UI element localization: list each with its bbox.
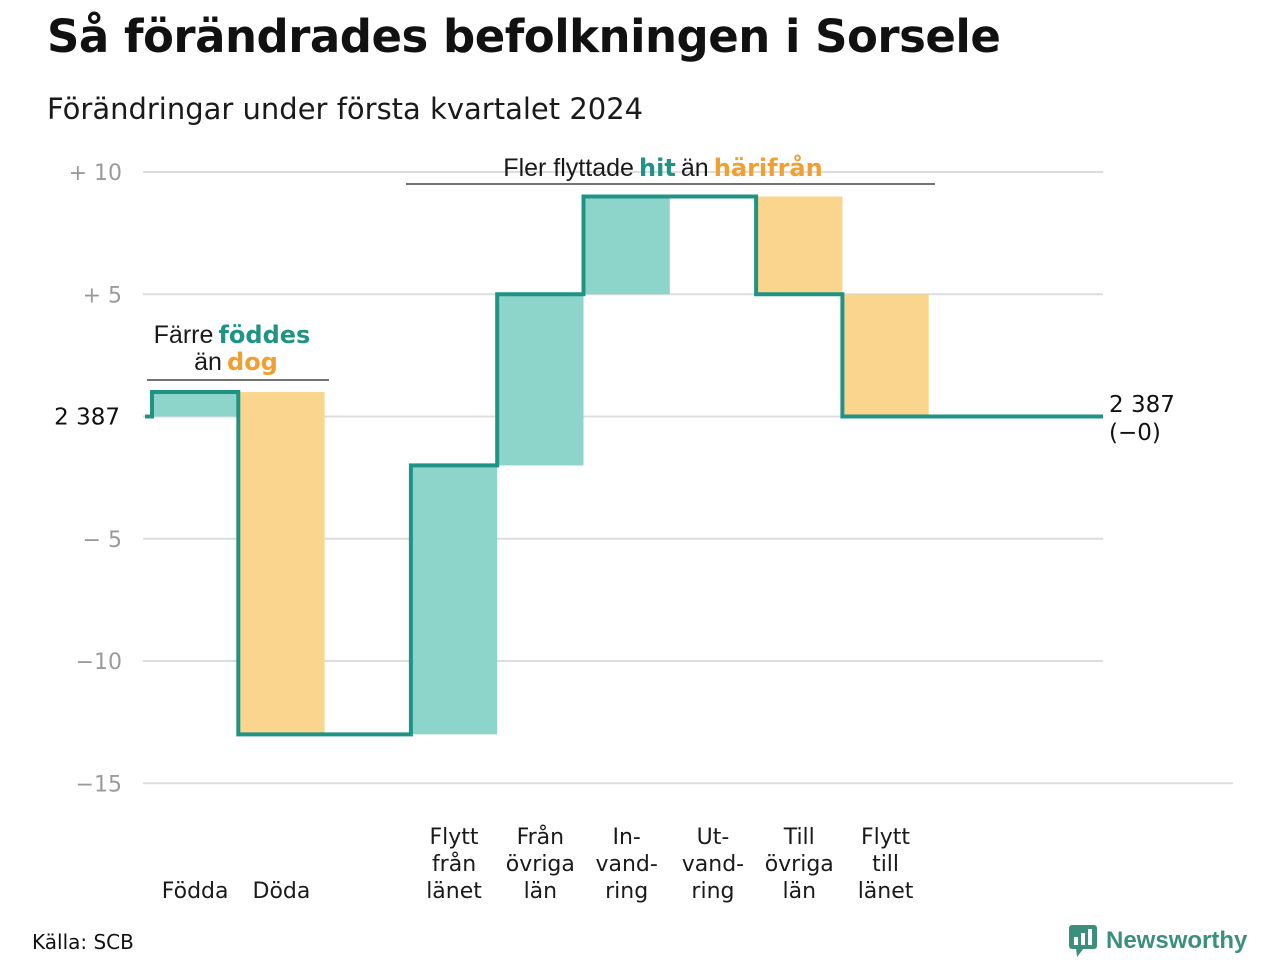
newsworthy-logo-icon bbox=[1069, 925, 1097, 957]
x-category-label: från bbox=[432, 851, 476, 877]
x-category-label: Till bbox=[783, 825, 815, 850]
waterfall-bar bbox=[756, 196, 843, 295]
x-category-label: Ut- bbox=[697, 825, 730, 850]
x-category-label: till bbox=[872, 852, 899, 877]
x-category-label: län bbox=[782, 879, 816, 904]
moves-annotation-pre: Fler flyttade bbox=[503, 154, 634, 182]
x-category-label: Flytt bbox=[430, 825, 479, 850]
chart-subtitle: Förändringar under första kvartalet 2024 bbox=[47, 92, 644, 126]
x-category-label: ring bbox=[691, 879, 734, 904]
chart-title: Så förändrades befolkningen i Sorsele bbox=[47, 10, 1001, 63]
y-tick-label: −10 bbox=[76, 650, 122, 675]
deaths-annotation-highlight: dog bbox=[227, 348, 278, 376]
moves-annotation-hit: hit bbox=[639, 154, 676, 182]
y-tick-label: − 5 bbox=[83, 528, 122, 553]
moves-annotation-away: härifrån bbox=[714, 153, 823, 182]
end-change-label: (−0) bbox=[1109, 420, 1161, 446]
moves-annotation: Fler flyttade hit än härifrån bbox=[503, 153, 822, 182]
x-category-label: vand- bbox=[682, 852, 744, 877]
end-value-label: 2 387 bbox=[1109, 392, 1175, 418]
x-category-label: Flytt bbox=[861, 825, 910, 850]
x-category-label: länet bbox=[858, 879, 914, 904]
births-annotation-line1: Färre föddes bbox=[154, 321, 311, 349]
births-annotation-pre: Färre bbox=[154, 321, 214, 349]
x-category-label: övriga bbox=[765, 852, 834, 877]
x-category-label: länet bbox=[426, 879, 482, 904]
x-category-label: Från bbox=[517, 824, 565, 850]
waterfall-bar bbox=[842, 294, 929, 417]
newsworthy-logo: Newsworthy bbox=[1068, 924, 1247, 958]
x-category-label: län bbox=[524, 879, 558, 904]
waterfall-bar bbox=[238, 392, 325, 735]
source-note: Källa: SCB bbox=[32, 930, 134, 954]
y-tick-label: + 5 bbox=[83, 283, 122, 308]
start-value-label: 2 387 bbox=[54, 405, 120, 431]
x-category-label: Döda bbox=[253, 879, 311, 904]
births-annotation-pre2: än bbox=[194, 348, 222, 376]
moves-annotation-mid: än bbox=[681, 154, 709, 182]
newsworthy-brand-name: Newsworthy bbox=[1106, 927, 1248, 954]
y-tick-label: + 10 bbox=[69, 161, 122, 186]
waterfall-bar bbox=[583, 196, 670, 295]
x-category-label: ring bbox=[605, 879, 648, 904]
waterfall-bar bbox=[410, 465, 498, 735]
x-category-label: In- bbox=[612, 825, 640, 850]
x-category-label: övriga bbox=[506, 852, 575, 877]
waterfall-chart: + 10+ 52 387− 5−10−15 Födda DödaFlyttfrån… bbox=[54, 153, 1233, 904]
x-category-label: Födda bbox=[162, 879, 229, 904]
cumulative-step-line bbox=[145, 194, 1103, 737]
births-annotation-line2: än dog bbox=[194, 348, 278, 376]
y-tick-label: −15 bbox=[76, 772, 122, 797]
x-category-label: vand- bbox=[595, 852, 657, 877]
births-annotation-highlight: föddes bbox=[218, 321, 310, 349]
waterfall-bar bbox=[497, 294, 584, 466]
waterfall-bar bbox=[152, 392, 239, 417]
